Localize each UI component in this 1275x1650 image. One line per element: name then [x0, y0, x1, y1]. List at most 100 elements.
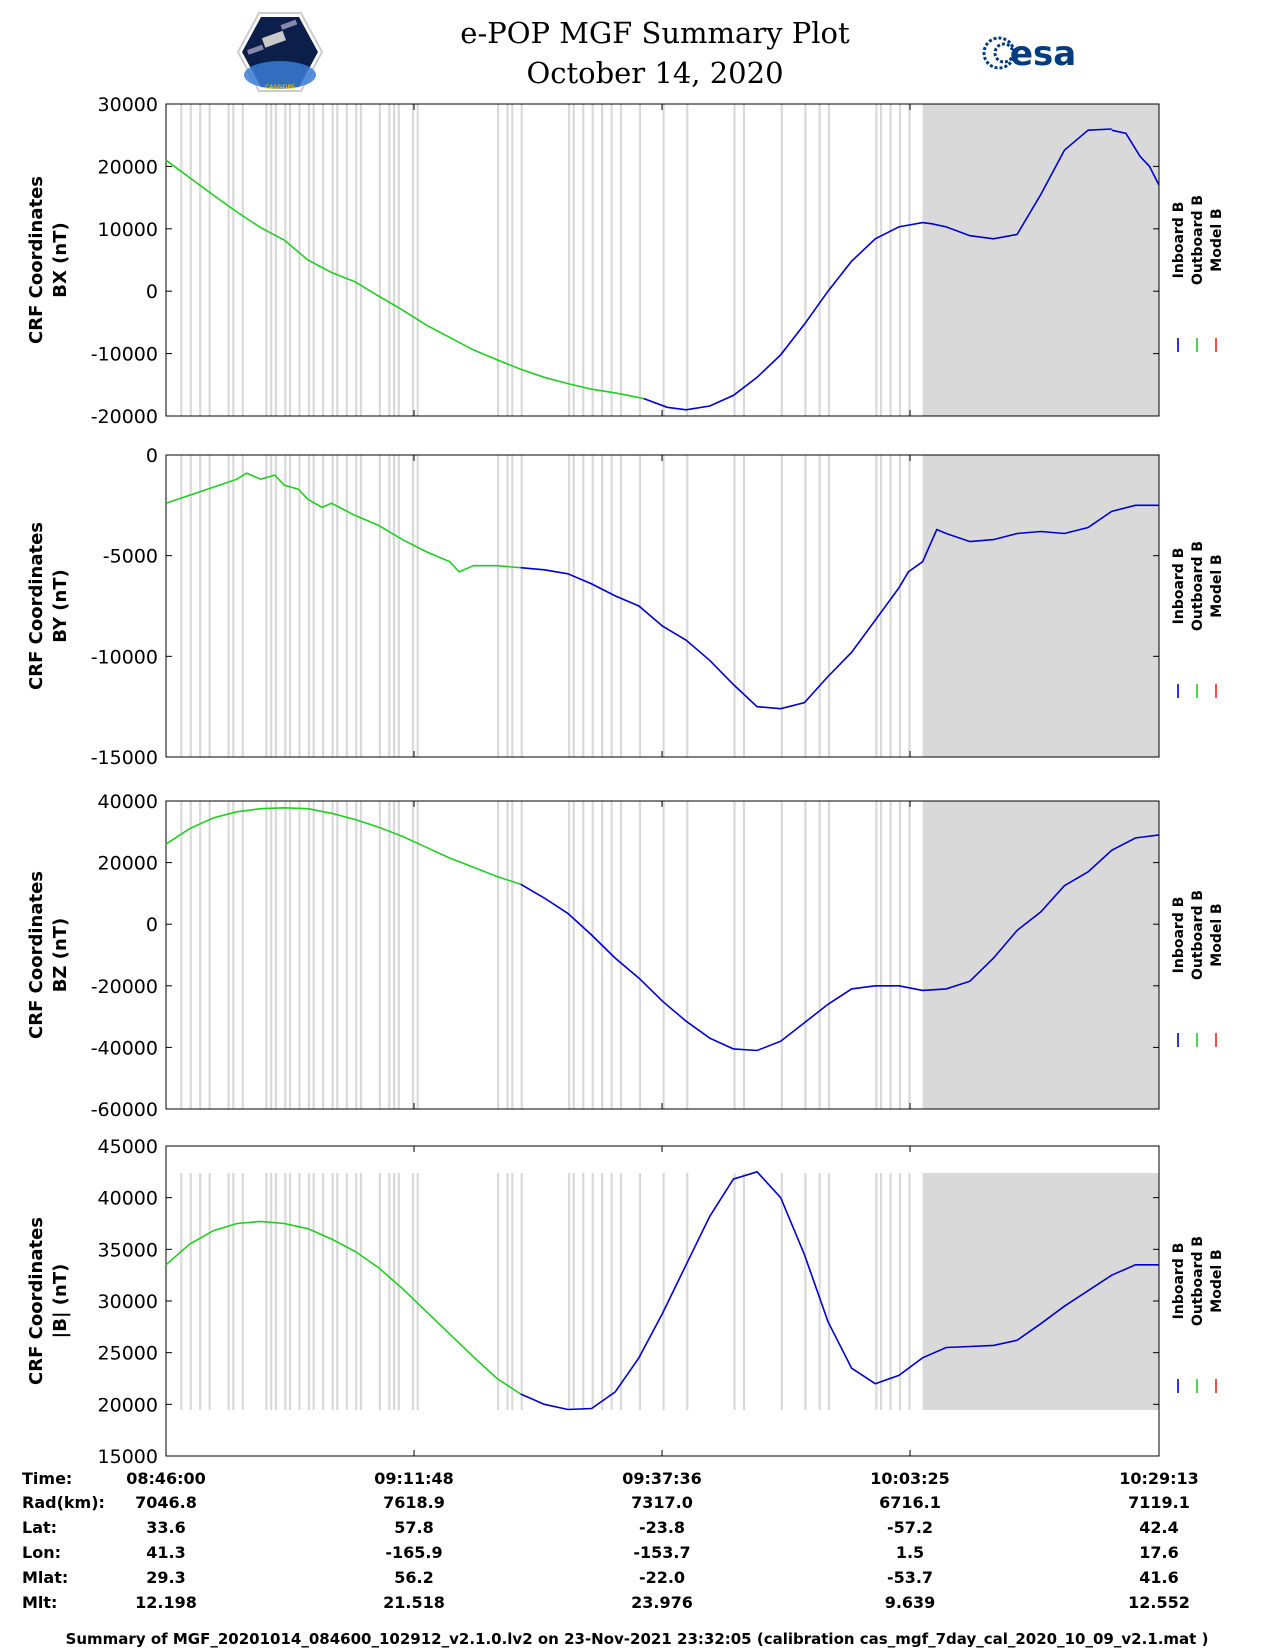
data-gap-stripe	[818, 455, 821, 757]
data-gap-stripe	[307, 801, 311, 1109]
x-row-value: 7046.8	[135, 1493, 197, 1512]
data-gap-stripe	[742, 801, 746, 1109]
data-gap-stripe	[898, 104, 902, 416]
data-gap-stripe	[322, 455, 325, 757]
x-row-label: Time:	[22, 1469, 72, 1488]
data-gap-stripe	[378, 801, 381, 1109]
x-row-value: -23.8	[639, 1518, 685, 1537]
data-gap-stripe	[359, 1173, 363, 1410]
data-gap-stripe	[359, 104, 363, 416]
data-gap-stripe	[322, 801, 325, 1109]
x-row-value: 21.518	[383, 1593, 445, 1612]
series-line-outboard-b	[165, 159, 644, 400]
y-tick-label: 25000	[98, 1343, 158, 1365]
data-gap-stripe	[662, 104, 665, 416]
series-line-outboard-b	[165, 1220, 522, 1395]
data-gap-stripe	[506, 104, 509, 416]
data-gap-stripe	[898, 1173, 902, 1410]
data-gap-stripe	[932, 104, 935, 416]
data-gap-stripe	[199, 455, 202, 757]
data-gap-stripe	[742, 1173, 746, 1410]
y-axis-label-line2: BY (nT)	[50, 569, 71, 643]
data-gap-stripe	[312, 455, 315, 757]
data-gap-stripe	[378, 1173, 381, 1410]
data-gap-stripe	[288, 455, 292, 757]
data-gap-stripe	[686, 1173, 689, 1410]
legend-label: Outboard B	[1190, 541, 1206, 631]
data-gap-stripe	[355, 801, 358, 1109]
data-gap-stripe	[227, 104, 230, 416]
x-axis-labels-table: Time: 08:46:00 09:11:48 09:37:36 10:03:25 10:…	[22, 1469, 1199, 1612]
data-gap-stripe	[208, 455, 211, 757]
y-tick-label: -20000	[91, 406, 158, 428]
plot-date: October 14, 2020	[526, 56, 783, 90]
footer-caption: Summary of MGF_20201014_084600_102912_v2…	[66, 1630, 1209, 1648]
data-gap-stripe	[288, 104, 292, 416]
data-gap-stripe	[322, 104, 325, 416]
x-row-value: 10:03:25	[870, 1469, 950, 1488]
y-tick-label: -5000	[103, 546, 158, 568]
data-gap-stripe	[520, 104, 523, 416]
y-tick-label: 20000	[98, 1394, 158, 1416]
y-tick-label: -40000	[91, 1037, 158, 1059]
data-gap-stripe	[610, 1173, 613, 1410]
legend-label: Outboard B	[1190, 890, 1206, 980]
x-row-value: -22.0	[639, 1568, 685, 1587]
data-gap-stripe	[274, 104, 277, 416]
data-gap-stripe	[662, 1173, 665, 1410]
data-gap-stripe	[520, 455, 523, 757]
data-gap-stripe	[889, 801, 892, 1109]
plot-title: e-POP MGF Summary Plot	[460, 16, 850, 50]
data-gap-stripe	[908, 455, 911, 757]
data-gap-stripe	[804, 104, 807, 416]
x-row-label: Mlt:	[22, 1593, 57, 1612]
data-gap-stripe	[232, 455, 235, 757]
data-gap-stripe	[189, 455, 192, 757]
x-row-value: 7317.0	[631, 1493, 693, 1512]
data-gap-stripe	[742, 104, 746, 416]
x-row-label: Rad(km):	[22, 1493, 105, 1512]
data-gap-stripe	[189, 801, 192, 1109]
data-gap-stripe	[180, 801, 183, 1109]
esa-swirl-icon	[982, 36, 1016, 70]
data-gap-stripe	[208, 1173, 211, 1410]
y-tick-label: 15000	[98, 1446, 158, 1468]
cassiope-logo: CASSIOPE	[236, 12, 324, 92]
x-row-value: 23.976	[631, 1593, 693, 1612]
data-gap-stripe	[582, 104, 585, 416]
data-gap-stripe	[265, 801, 268, 1109]
data-gap-stripe	[828, 455, 831, 757]
data-gap-stripe	[336, 104, 339, 416]
data-gap-stripe	[880, 104, 883, 416]
data-gap-stripe	[199, 104, 202, 416]
data-gap-stripe	[336, 1173, 339, 1410]
data-gap-stripe	[572, 801, 575, 1109]
data-gap-stripe	[733, 801, 736, 1109]
y-tick-label: -20000	[91, 976, 158, 998]
x-row-value: -57.2	[887, 1518, 933, 1537]
data-gap-stripe	[199, 801, 202, 1109]
x-row-value: 1.5	[896, 1543, 924, 1562]
data-gap-stripe	[922, 801, 925, 1109]
y-tick-label: 10000	[98, 219, 158, 241]
data-gap-stripe	[298, 801, 301, 1109]
data-gap-stripe	[932, 455, 935, 757]
x-row-value: 08:46:00	[126, 1469, 206, 1488]
data-gap-stripe	[567, 104, 571, 416]
y-tick-label: -10000	[91, 646, 158, 668]
data-gap-stripe	[265, 104, 268, 416]
y-tick-label: 40000	[98, 791, 158, 813]
data-gap-shade	[924, 455, 1159, 757]
data-gap-shade	[924, 801, 1159, 1109]
x-row-value: -165.9	[385, 1543, 442, 1562]
data-gap-stripe	[411, 801, 415, 1109]
data-gap-stripe	[345, 801, 348, 1109]
data-gap-stripe	[189, 1173, 192, 1410]
data-gap-stripe	[312, 1173, 315, 1410]
data-gap-stripe	[932, 1173, 935, 1410]
data-gap-stripe	[686, 104, 689, 416]
y-tick-label: 20000	[98, 853, 158, 875]
data-gap-stripe	[411, 455, 415, 757]
data-gap-stripe	[582, 801, 585, 1109]
x-row-value: 29.3	[146, 1568, 185, 1587]
